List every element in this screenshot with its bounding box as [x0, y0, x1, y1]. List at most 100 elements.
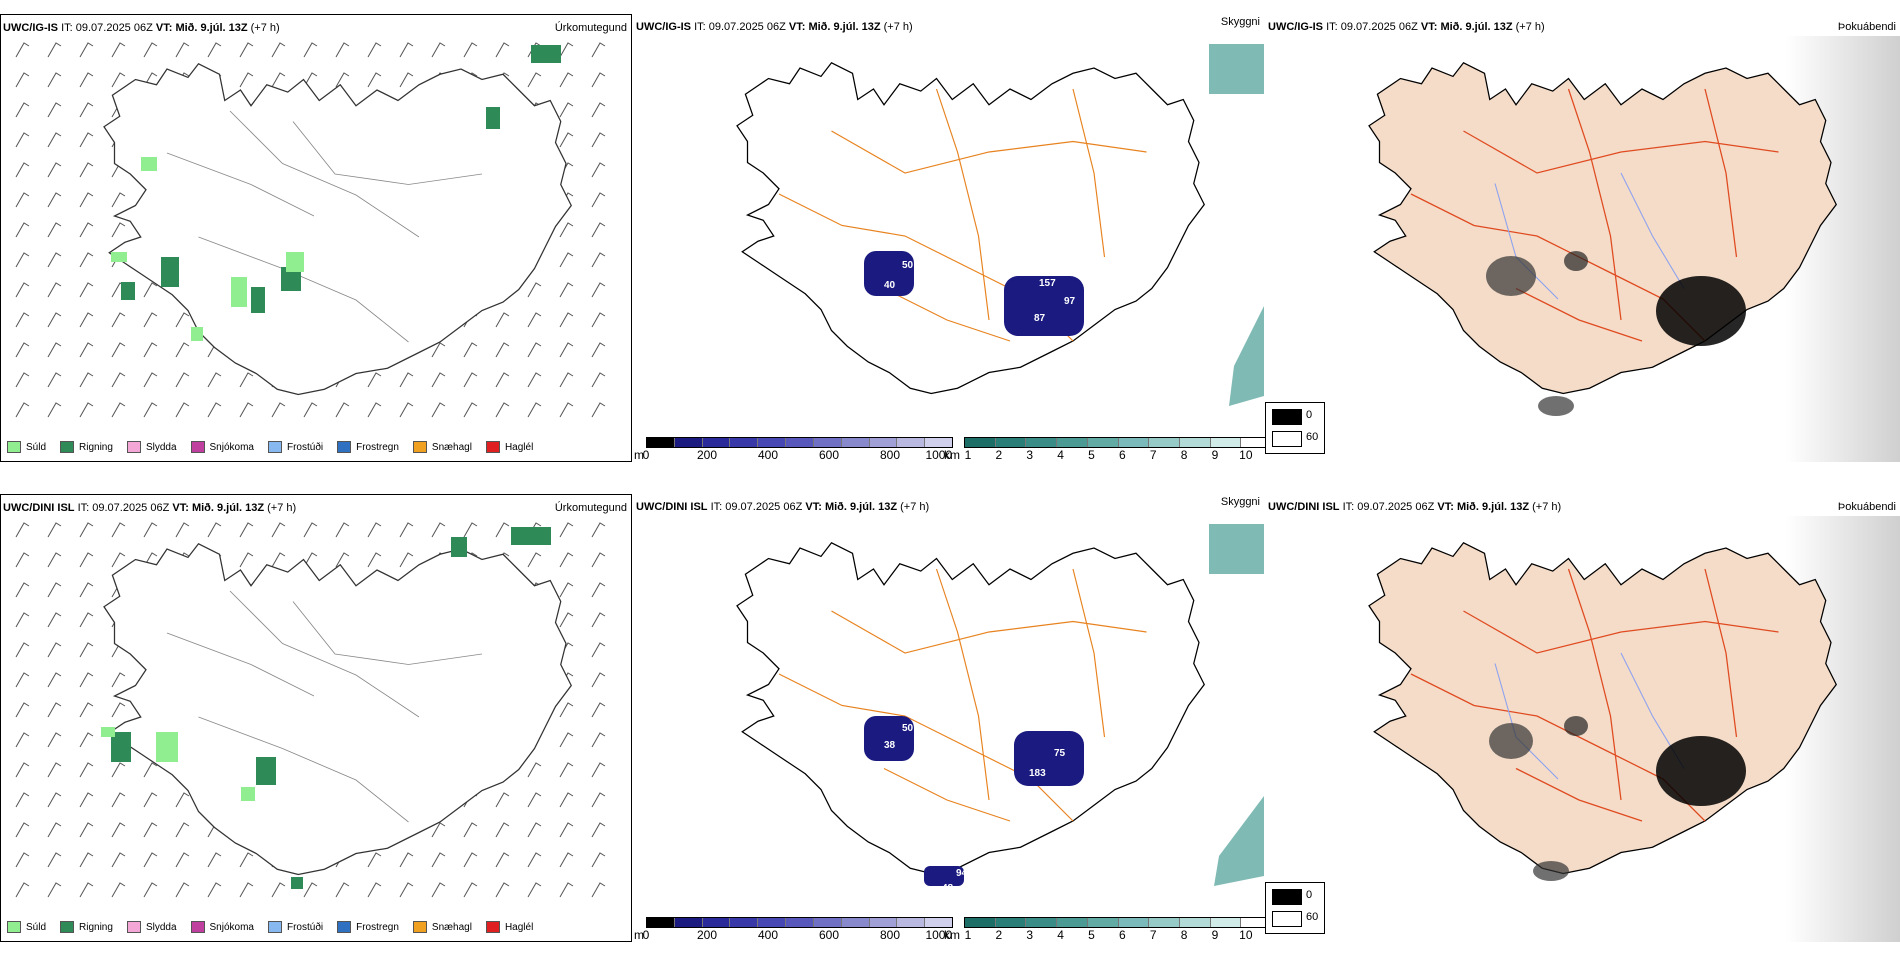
legend-item-frostregn: Frostregn: [337, 921, 399, 933]
cloud-base-label: 75: [1054, 748, 1066, 759]
wind-barb: [239, 372, 254, 388]
wind-barb: [111, 822, 126, 838]
wind-barb: [15, 732, 30, 748]
legend-item-frostregn: Frostregn: [337, 441, 399, 453]
colorbar-segment: [1118, 918, 1150, 927]
wind-barb: [15, 882, 30, 898]
wind-barb: [143, 372, 158, 388]
colorbar-segment: [1057, 438, 1088, 447]
legend-item-sild: Súld: [7, 441, 46, 453]
panel-header: UWC/DINI ISL IT: 09.07.2025 06Z VT: Mið.…: [636, 501, 930, 513]
wind-barb: [527, 762, 542, 778]
wind-barb: [591, 282, 606, 298]
panel-title: Skyggni: [1220, 496, 1260, 508]
legend-item-snaehagl: Snæhagl: [412, 441, 472, 453]
wind-barb: [15, 522, 30, 538]
wind-barb: [15, 582, 30, 598]
precip-map: [15, 522, 606, 898]
wind-barb: [527, 852, 542, 868]
wind-barb: [15, 192, 30, 208]
wind-barb: [15, 852, 30, 868]
colorbar-segment: [841, 438, 870, 447]
wind-barb: [79, 222, 94, 238]
legend-swatch: [60, 441, 75, 453]
wind-barb: [143, 522, 158, 538]
wind-barb: [15, 102, 30, 118]
colorbar-segment: [647, 438, 675, 447]
legend-item-sild: Súld: [7, 921, 46, 933]
wind-barb: [495, 822, 510, 838]
wind-barb: [47, 192, 62, 208]
wind-barb: [431, 372, 446, 388]
wind-barb: [175, 342, 190, 358]
wind-barb: [495, 42, 510, 58]
wind-barb: [591, 312, 606, 328]
legend-swatch: [412, 441, 427, 453]
colorbar-segment: [1149, 438, 1180, 447]
wind-barb: [47, 672, 62, 688]
wind-barb: [591, 132, 606, 148]
cloud-base-label: 51: [946, 283, 958, 294]
wind-barb: [15, 312, 30, 328]
wind-barb: [143, 42, 158, 58]
wind-barb: [591, 852, 606, 868]
colorbar-segment: [730, 918, 759, 927]
colorbar-segment: [1087, 438, 1119, 447]
legend-item-snaehagl: Snæhagl: [412, 921, 472, 933]
rain-areas: [121, 45, 561, 313]
wind-barb: [431, 402, 446, 418]
wind-barb: [15, 792, 30, 808]
wind-barb: [111, 522, 126, 538]
wind-barb: [111, 312, 126, 328]
cloud-base-label: 39: [954, 408, 966, 416]
wind-barb: [559, 552, 574, 568]
wind-barb: [431, 42, 446, 58]
wind-barb: [367, 852, 382, 868]
colorbar-segment: [1026, 918, 1058, 927]
wind-barb: [79, 612, 94, 628]
drizzle-areas: [111, 157, 304, 341]
wind-barb: [591, 582, 606, 598]
wind-barb: [15, 612, 30, 628]
cloud-base-label: 40: [884, 280, 896, 291]
wind-barb: [79, 192, 94, 208]
wind-barb: [559, 312, 574, 328]
wind-barb: [175, 372, 190, 388]
wind-barb: [559, 762, 574, 778]
wind-barb: [15, 672, 30, 688]
panel-header: UWC/DINI ISL IT: 09.07.2025 06Z VT: Mið.…: [1268, 501, 1562, 513]
wind-barb: [79, 522, 94, 538]
wind-barb: [207, 882, 222, 898]
wind-barb: [143, 402, 158, 418]
wind-barb: [303, 402, 318, 418]
cloud-visibility-panel: UWC/DINI ISL IT: 09.07.2025 06Z VT: Mið.…: [634, 494, 1272, 942]
wind-barb: [399, 372, 414, 388]
legend-item-frostudi: Frostúði: [267, 921, 323, 933]
cloud-base-label: 69: [939, 738, 951, 749]
wind-barb: [559, 522, 574, 538]
wind-barb: [367, 72, 382, 88]
legend-swatch: [337, 921, 352, 933]
colorbar-segment: [758, 918, 787, 927]
wind-barb: [47, 372, 62, 388]
fog-legend-swatch-light: [1272, 431, 1302, 447]
visibility-fields: [1209, 524, 1264, 886]
legend-swatch: [60, 921, 75, 933]
wind-barb: [15, 402, 30, 418]
colorbar-segment: [925, 438, 952, 447]
wind-barb: [207, 522, 222, 538]
legend-swatch: [190, 921, 205, 933]
wind-barb: [111, 72, 126, 88]
colorbar-segment: [1118, 438, 1150, 447]
wind-barb: [111, 792, 126, 808]
wind-barb: [335, 522, 350, 538]
precip-legend: Súld Rigning Slydda Snjókoma Frostúði Fr…: [7, 921, 533, 933]
legend-swatch: [485, 921, 500, 933]
wind-barb: [47, 762, 62, 778]
wind-barb: [527, 342, 542, 358]
colorbar-segment: [1149, 918, 1180, 927]
wind-barb: [111, 852, 126, 868]
rain-areas: [111, 527, 551, 889]
wind-barb: [207, 402, 222, 418]
colorbar-segment: [965, 918, 996, 927]
